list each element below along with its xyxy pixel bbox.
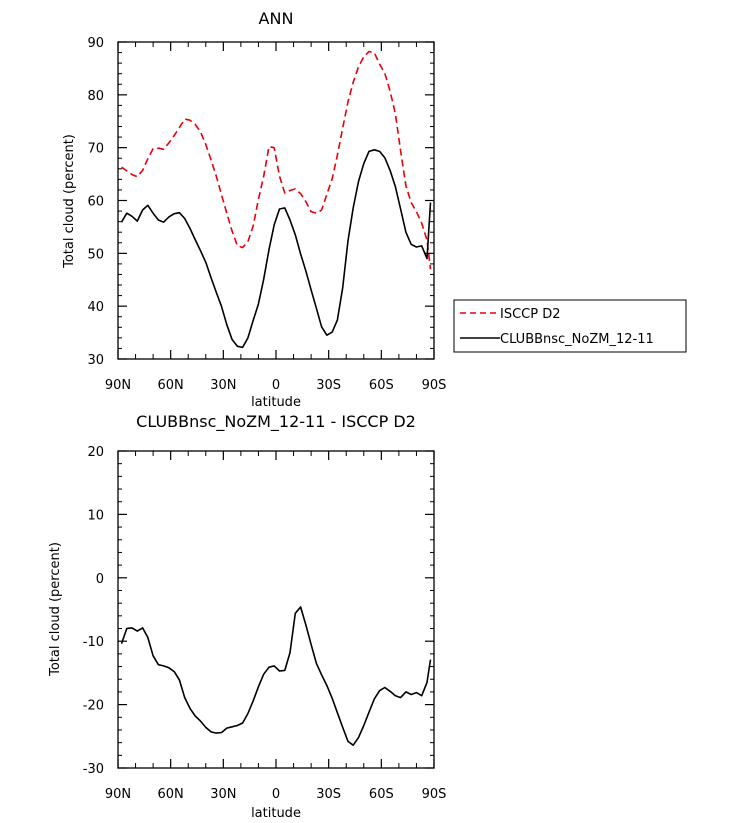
plot-frame <box>117 41 435 360</box>
legend-label-isccp: ISCCP D2 <box>500 307 561 322</box>
panel-2-x-axis-label: latitude <box>251 806 301 821</box>
x-tick-label: 90N <box>105 378 131 393</box>
y-tick-label: 90 <box>87 36 104 51</box>
plot-frame <box>117 450 435 769</box>
x-tick-label: 0 <box>272 787 280 802</box>
x-tick-label: 90S <box>422 378 447 393</box>
x-tick-label: 30S <box>316 787 341 802</box>
y-tick-label: 70 <box>87 142 104 157</box>
y-tick-label: 20 <box>87 445 104 460</box>
panel-1-y-axis-label: Total cloud (percent) <box>62 134 77 269</box>
series-line-model <box>120 149 432 349</box>
panel-2-series <box>120 606 432 747</box>
panel-2-title: CLUBBnsc_NoZM_12-11 - ISCCP D2 <box>136 412 416 432</box>
y-tick-label: -30 <box>83 762 104 777</box>
panel-2-difference: CLUBBnsc_NoZM_12-11 - ISCCP D2 90N 60N 30N… <box>48 412 446 821</box>
panel-2-y-axis-label: Total cloud (percent) <box>48 542 63 677</box>
x-tick-label: 90S <box>422 787 447 802</box>
legend-box <box>453 299 687 353</box>
x-tick-label: 30S <box>316 378 341 393</box>
x-tick-label: 90N <box>105 787 131 802</box>
x-tick-label: 60S <box>369 378 394 393</box>
y-tick-label: 40 <box>87 300 104 315</box>
x-tick-label: 30N <box>210 378 236 393</box>
y-tick-label: 80 <box>87 89 104 104</box>
panel-1-series <box>120 50 432 349</box>
x-tick-label: 60S <box>369 787 394 802</box>
legend-label-model: CLUBBnsc_NoZM_12-11 <box>500 332 654 347</box>
y-tick-label: 10 <box>87 508 104 523</box>
panel-1-x-axis-label: latitude <box>251 395 301 410</box>
y-tick-label: -10 <box>83 635 104 650</box>
y-tick-label: 60 <box>87 195 104 210</box>
panel-1-title: ANN <box>259 9 294 28</box>
y-tick-label: 0 <box>96 572 104 587</box>
series-line-difference <box>120 606 432 747</box>
panel-2-axes: 90N 60N 30N 0 30S 60S 90S -30 -20 -10 0 10 20 <box>83 445 447 802</box>
x-tick-label: 0 <box>272 378 280 393</box>
panel-1-climatology: ANN 90N 60N 30N 0 30S 60S 90S 30 40 50 60 70 80 90 la… <box>62 9 446 410</box>
x-tick-label: 30N <box>210 787 236 802</box>
y-tick-label: -20 <box>83 699 104 714</box>
series-line-isccp <box>121 50 432 270</box>
x-tick-label: 60N <box>158 787 184 802</box>
y-tick-label: 50 <box>87 247 104 262</box>
legend: ISCCP D2 CLUBBnsc_NoZM_12-11 <box>453 299 687 353</box>
y-tick-label: 30 <box>87 353 104 368</box>
x-tick-label: 60N <box>158 378 184 393</box>
panel-1-axes: 90N 60N 30N 0 30S 60S 90S 30 40 50 60 70 80 90 <box>87 36 446 393</box>
